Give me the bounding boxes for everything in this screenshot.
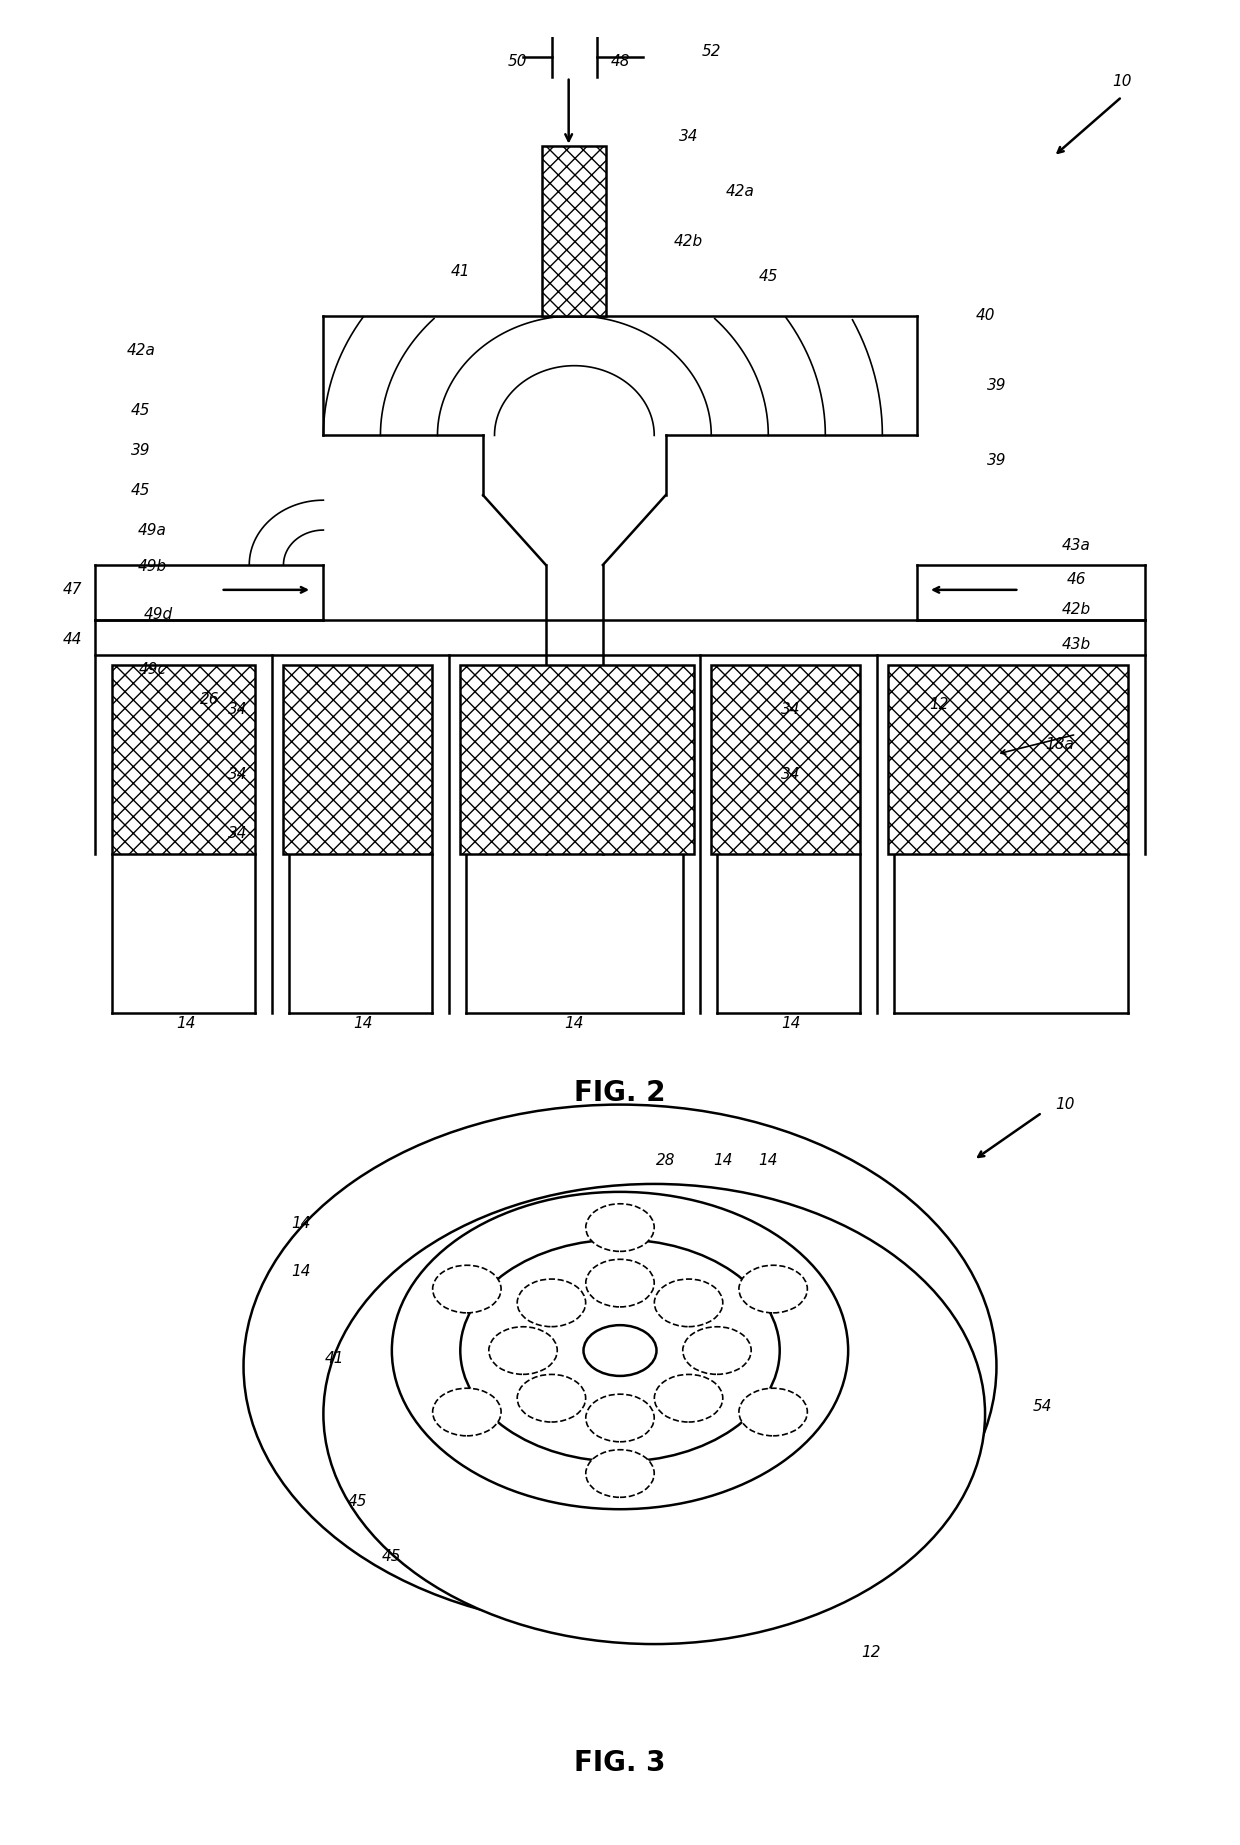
Bar	[542, 146, 606, 315]
Circle shape	[324, 1184, 985, 1644]
Text: 43a: 43a	[1061, 537, 1091, 552]
Text: 49b: 49b	[138, 559, 167, 574]
Text: 43b: 43b	[1061, 637, 1091, 651]
Text: 47: 47	[63, 583, 82, 598]
Text: 45: 45	[382, 1550, 402, 1565]
Text: 45: 45	[131, 402, 150, 419]
Text: 28: 28	[656, 1153, 676, 1168]
Text: FIG. 3: FIG. 3	[574, 1749, 666, 1777]
Bar	[460, 664, 694, 854]
Text: 45: 45	[759, 269, 777, 284]
Text: 49c: 49c	[139, 662, 166, 677]
Circle shape	[517, 1279, 585, 1327]
Bar	[712, 664, 859, 854]
Text: 34: 34	[228, 701, 248, 718]
Text: 14: 14	[291, 1264, 310, 1279]
Text: 42a: 42a	[725, 184, 754, 199]
Text: 34: 34	[781, 701, 801, 718]
Text: 40: 40	[976, 308, 994, 323]
Bar	[888, 664, 1127, 854]
Text: 14: 14	[177, 1017, 196, 1031]
Circle shape	[585, 1395, 655, 1441]
Text: 49d: 49d	[144, 607, 172, 622]
Text: 46: 46	[1066, 572, 1086, 587]
Text: 54: 54	[1033, 1399, 1052, 1413]
Text: 45: 45	[348, 1494, 367, 1509]
Bar	[113, 664, 255, 854]
Bar	[712, 664, 859, 854]
Bar	[542, 146, 606, 315]
Text: 48: 48	[610, 54, 630, 70]
Text: 39: 39	[987, 452, 1006, 469]
Text: 34: 34	[228, 827, 248, 841]
Bar	[284, 664, 432, 854]
Bar	[284, 664, 432, 854]
Circle shape	[517, 1375, 585, 1422]
Circle shape	[585, 1260, 655, 1306]
Circle shape	[683, 1327, 751, 1375]
Text: 41: 41	[325, 1351, 345, 1365]
Text: 14: 14	[759, 1153, 777, 1168]
Circle shape	[460, 1240, 780, 1461]
Text: 39: 39	[131, 443, 150, 458]
Text: 42a: 42a	[126, 343, 155, 358]
Bar	[888, 664, 1127, 854]
Text: 26: 26	[200, 692, 219, 707]
Text: 14: 14	[353, 1017, 373, 1031]
Text: 12: 12	[930, 697, 949, 712]
Circle shape	[433, 1266, 501, 1314]
Text: 12: 12	[862, 1644, 880, 1659]
Circle shape	[655, 1279, 723, 1327]
Circle shape	[739, 1266, 807, 1314]
Bar	[113, 664, 255, 854]
Text: 49a: 49a	[138, 522, 166, 537]
Text: 34: 34	[781, 768, 801, 782]
Text: 50: 50	[507, 54, 527, 70]
Text: 52: 52	[702, 44, 720, 59]
Circle shape	[243, 1105, 997, 1629]
Text: 42b: 42b	[1061, 601, 1091, 618]
Text: 14: 14	[291, 1216, 310, 1231]
Circle shape	[655, 1375, 723, 1422]
Text: 18a: 18a	[1045, 736, 1074, 751]
Text: 41: 41	[450, 264, 470, 279]
Text: 14: 14	[564, 1017, 584, 1031]
Circle shape	[392, 1192, 848, 1509]
Text: 42b: 42b	[673, 234, 703, 249]
Text: 34: 34	[678, 129, 698, 144]
Text: 14: 14	[781, 1017, 801, 1031]
Text: 45: 45	[131, 483, 150, 498]
Circle shape	[489, 1327, 557, 1375]
Circle shape	[584, 1325, 656, 1376]
Bar	[460, 664, 694, 854]
Circle shape	[433, 1387, 501, 1435]
Text: FIG. 2: FIG. 2	[574, 1079, 666, 1107]
Circle shape	[585, 1203, 655, 1251]
Text: 39: 39	[987, 378, 1006, 393]
Text: 10: 10	[1055, 1098, 1075, 1113]
Text: 10: 10	[1112, 74, 1132, 89]
Circle shape	[739, 1387, 807, 1435]
Text: 44: 44	[63, 633, 82, 648]
Text: 14: 14	[713, 1153, 733, 1168]
Text: 34: 34	[228, 768, 248, 782]
Circle shape	[585, 1450, 655, 1498]
